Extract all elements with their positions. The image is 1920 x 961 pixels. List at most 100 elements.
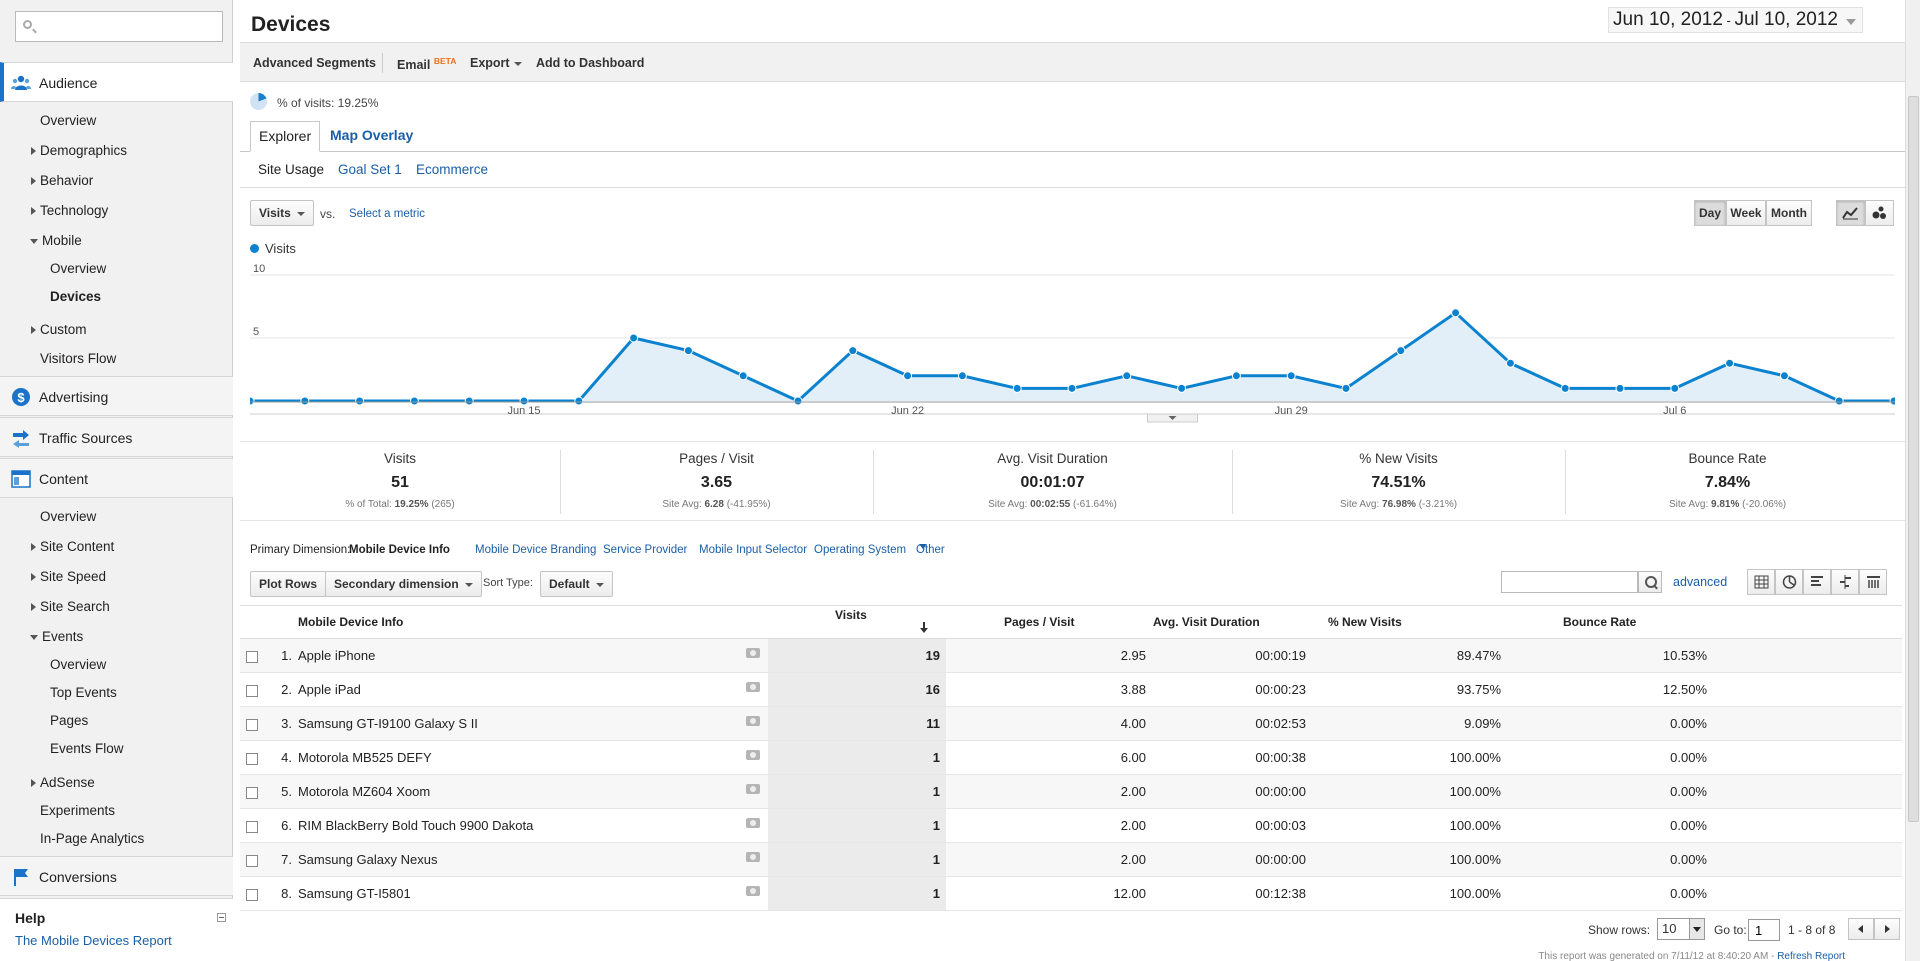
day-button[interactable]: Day (1694, 200, 1726, 226)
sidebar-item-demographics[interactable]: Demographics (31, 140, 127, 162)
previous-page-button[interactable] (1848, 918, 1874, 940)
metric-select[interactable]: Visits (250, 200, 314, 226)
column-header-visits[interactable]: Visits (768, 605, 946, 639)
dimension-mobile-device-info[interactable]: Mobile Device Info (349, 544, 450, 556)
performance-view-button[interactable] (1803, 569, 1831, 595)
sidebar-item-content-overview[interactable]: Overview (40, 509, 97, 524)
sidebar-item-technology[interactable]: Technology (31, 200, 108, 222)
week-button[interactable]: Week (1726, 200, 1766, 226)
device-name[interactable]: Samsung Galaxy Nexus (298, 852, 438, 867)
sidebar-section-traffic-sources[interactable]: Traffic Sources (0, 417, 233, 457)
tab-map-overlay[interactable]: Map Overlay (330, 127, 414, 143)
sidebar-item-experiments[interactable]: Experiments (40, 803, 116, 818)
sidebar-item-events-overview[interactable]: Overview (50, 657, 107, 672)
select-metric-link[interactable]: Select a metric (349, 208, 426, 220)
column-header-bounce-rate[interactable]: Bounce Rate (1501, 605, 1707, 639)
sidebar-search-input[interactable] (38, 16, 218, 37)
sidebar-section-audience[interactable]: Audience (0, 62, 233, 102)
device-name[interactable]: Apple iPad (298, 682, 361, 697)
sidebar-item-behavior[interactable]: Behavior (31, 170, 93, 192)
table-row[interactable]: 3. Samsung GT-I9100 Galaxy S II 11 4.00 00:0… (240, 706, 1902, 741)
dimension-mobile-input-selector[interactable]: Mobile Input Selector (699, 544, 808, 556)
sidebar-section-advertising[interactable]: $ Advertising (0, 376, 233, 416)
dimension-service-provider[interactable]: Service Provider (603, 544, 688, 556)
sidebar-section-content[interactable]: Content (0, 458, 233, 498)
help-link[interactable]: The Mobile Devices Report (15, 933, 172, 948)
add-to-dashboard-button[interactable]: Add to Dashboard (536, 56, 645, 70)
sidebar-item-site-content[interactable]: Site Content (31, 536, 114, 558)
column-header-pages-per-visit[interactable]: Pages / Visit (946, 605, 1146, 639)
sort-type-select[interactable]: Default (540, 571, 613, 597)
camera-icon[interactable] (746, 852, 760, 862)
advanced-segments-button[interactable]: Advanced Segments (253, 56, 376, 70)
camera-icon[interactable] (746, 886, 760, 896)
sidebar-item-top-events[interactable]: Top Events (50, 685, 117, 700)
table-row[interactable]: 8. Samsung GT-I5801 1 12.00 00:12:38 100.00% 0… (240, 876, 1902, 911)
subtab-goal-set[interactable]: Goal Set 1 (338, 162, 402, 177)
sidebar-item-events[interactable]: Events (30, 626, 83, 648)
sidebar-item-mobile[interactable]: Mobile (30, 230, 82, 252)
export-button[interactable]: Export (470, 56, 522, 70)
row-checkbox[interactable] (246, 650, 258, 663)
device-name[interactable]: Samsung GT-I9100 Galaxy S II (298, 716, 478, 731)
motion-chart-toggle[interactable] (1865, 200, 1894, 226)
column-header-avg-visit-duration[interactable]: Avg. Visit Duration (1146, 605, 1306, 639)
table-row[interactable]: 5. Motorola MZ604 Xoom 1 2.00 00:00:00 100.00… (240, 774, 1902, 809)
row-checkbox[interactable] (246, 854, 258, 867)
table-row[interactable]: 2. Apple iPad 16 3.88 00:00:23 93.75% 12.50% (240, 672, 1902, 707)
sidebar-item-pages[interactable]: Pages (50, 713, 89, 728)
comparison-view-button[interactable] (1831, 569, 1859, 595)
pie-view-button[interactable] (1775, 569, 1803, 595)
device-name[interactable]: Apple iPhone (298, 648, 376, 663)
sidebar-item-visitors-flow[interactable]: Visitors Flow (40, 351, 117, 366)
table-row[interactable]: 1. Apple iPhone 19 2.95 00:00:19 89.47% 10.53% (240, 638, 1902, 673)
row-checkbox[interactable] (246, 718, 258, 731)
plot-rows-button[interactable]: Plot Rows (250, 571, 327, 597)
device-name[interactable]: RIM BlackBerry Bold Touch 9900 Dakota (298, 818, 534, 833)
tab-explorer[interactable]: Explorer (250, 121, 321, 152)
sidebar-item-mobile-overview[interactable]: Overview (50, 261, 107, 276)
column-header-device[interactable]: Mobile Device Info (298, 605, 768, 639)
camera-icon[interactable] (746, 682, 760, 692)
email-button[interactable]: Email BETA (397, 56, 456, 72)
sidebar-item-events-flow[interactable]: Events Flow (50, 741, 124, 756)
subtab-ecommerce[interactable]: Ecommerce (416, 162, 489, 177)
column-header-new-visits[interactable]: % New Visits (1306, 605, 1501, 639)
camera-icon[interactable] (746, 784, 760, 794)
minimize-icon[interactable] (217, 913, 226, 922)
camera-icon[interactable] (746, 818, 760, 828)
device-name[interactable]: Motorola MB525 DEFY (298, 750, 432, 765)
search-button[interactable] (1638, 571, 1662, 593)
sidebar-search[interactable] (15, 11, 223, 42)
row-checkbox[interactable] (246, 786, 258, 799)
table-row[interactable]: 7. Samsung Galaxy Nexus 1 2.00 00:00:00 100.0… (240, 842, 1902, 877)
sidebar-item-adsense[interactable]: AdSense (31, 772, 95, 794)
date-range-picker[interactable]: Jun 10, 2012 - Jul 10, 2012 (1608, 7, 1863, 33)
page-scrollbar[interactable] (1905, 0, 1920, 961)
next-page-button[interactable] (1874, 918, 1900, 940)
secondary-dimension-select[interactable]: Secondary dimension (325, 571, 482, 597)
camera-icon[interactable] (746, 750, 760, 760)
row-checkbox[interactable] (246, 684, 258, 697)
camera-icon[interactable] (746, 648, 760, 658)
row-checkbox[interactable] (246, 888, 258, 901)
dimension-mobile-device-branding[interactable]: Mobile Device Branding (475, 544, 597, 556)
row-checkbox[interactable] (246, 752, 258, 765)
line-chart-toggle[interactable] (1836, 200, 1865, 226)
sidebar-section-conversions[interactable]: Conversions (0, 856, 233, 896)
advanced-filter-link[interactable]: advanced (1673, 575, 1728, 589)
device-name[interactable]: Samsung GT-I5801 (298, 886, 411, 901)
row-checkbox[interactable] (246, 820, 258, 833)
table-view-button[interactable] (1747, 569, 1775, 595)
month-button[interactable]: Month (1766, 200, 1812, 226)
sidebar-item-in-page-analytics[interactable]: In-Page Analytics (40, 831, 145, 846)
pivot-view-button[interactable] (1859, 569, 1887, 595)
camera-icon[interactable] (746, 716, 760, 726)
subtab-site-usage[interactable]: Site Usage (258, 162, 325, 177)
dimension-operating-system[interactable]: Operating System (814, 544, 907, 556)
sidebar-item-site-search[interactable]: Site Search (31, 596, 110, 618)
show-rows-select[interactable]: 10 (1657, 918, 1705, 940)
device-name[interactable]: Motorola MZ604 Xoom (298, 784, 431, 799)
scrollbar-thumb[interactable] (1908, 96, 1919, 822)
table-row[interactable]: 4. Motorola MB525 DEFY 1 6.00 00:00:38 100.00… (240, 740, 1902, 775)
